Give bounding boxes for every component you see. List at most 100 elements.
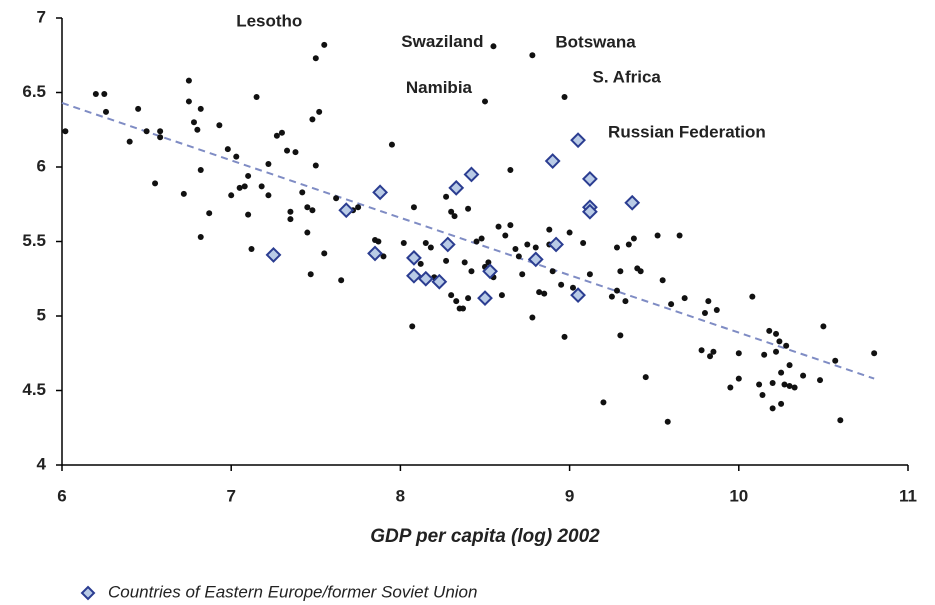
point — [312, 162, 319, 169]
point — [664, 418, 671, 425]
point — [710, 348, 717, 355]
point — [185, 77, 192, 84]
point — [185, 98, 192, 105]
point — [304, 229, 311, 236]
point — [529, 314, 536, 321]
point — [321, 250, 328, 257]
point — [617, 268, 624, 275]
point — [761, 351, 768, 358]
point — [284, 147, 291, 154]
point — [338, 277, 345, 284]
point — [566, 229, 573, 236]
point — [586, 271, 593, 278]
point — [101, 90, 108, 97]
diamond-point — [406, 249, 422, 266]
point — [791, 384, 798, 391]
diamond-point — [448, 179, 465, 196]
diamond-point — [431, 273, 448, 290]
y-tick-label: 5 — [37, 305, 46, 324]
trendline — [61, 101, 875, 380]
point — [800, 372, 807, 379]
point — [307, 271, 314, 278]
point — [400, 239, 407, 246]
point — [451, 213, 458, 220]
point — [495, 223, 502, 230]
point — [233, 153, 240, 160]
y-tick-label: 4 — [37, 454, 47, 473]
point — [287, 216, 294, 223]
y-tick-label: 4.5 — [22, 380, 46, 399]
point — [707, 353, 714, 360]
point — [778, 369, 785, 376]
point — [197, 166, 204, 173]
x-tick-label: 7 — [226, 486, 235, 505]
point — [409, 323, 416, 330]
point — [152, 180, 159, 187]
point — [524, 241, 531, 248]
point — [228, 192, 235, 199]
diamond-point — [544, 153, 561, 169]
point — [529, 52, 536, 59]
point — [265, 161, 272, 168]
point — [417, 260, 424, 267]
y-tick-label: 7 — [37, 7, 46, 26]
point — [245, 211, 252, 218]
point — [490, 43, 497, 50]
point — [786, 383, 793, 390]
point — [278, 129, 285, 136]
point — [241, 183, 248, 190]
point — [312, 55, 319, 62]
point — [698, 347, 705, 354]
point — [461, 259, 468, 266]
y-tick-label: 6 — [37, 156, 46, 175]
point — [541, 290, 548, 297]
point — [561, 93, 568, 100]
point — [190, 119, 197, 126]
annotation: Lesotho — [236, 11, 302, 30]
point — [642, 374, 649, 381]
diamond-point — [417, 270, 434, 287]
point — [622, 298, 629, 305]
point — [180, 190, 187, 197]
y-tick-label: 6.5 — [22, 82, 46, 101]
point — [333, 195, 340, 202]
point — [713, 307, 720, 314]
point — [561, 333, 568, 340]
point — [617, 332, 624, 339]
point — [781, 381, 788, 388]
diamond-point — [548, 236, 564, 253]
diamond-point — [570, 132, 586, 149]
point — [157, 128, 164, 135]
annotation: Namibia — [406, 78, 473, 97]
point — [224, 146, 231, 153]
diamond-point — [624, 194, 641, 211]
point — [375, 238, 382, 245]
point — [659, 277, 666, 284]
point — [304, 204, 311, 211]
point — [769, 380, 776, 387]
point — [248, 245, 255, 252]
point — [443, 257, 450, 264]
point — [388, 141, 395, 148]
diamond-point — [406, 267, 422, 284]
point — [546, 226, 553, 233]
point — [258, 183, 265, 190]
x-tick-label: 8 — [396, 486, 405, 505]
point — [143, 128, 150, 135]
point — [197, 105, 204, 112]
point — [355, 204, 362, 211]
point — [135, 105, 142, 112]
point — [478, 235, 485, 242]
diamond-point — [581, 203, 598, 220]
point — [783, 342, 790, 349]
point — [735, 375, 742, 382]
point — [705, 298, 712, 305]
point — [654, 232, 661, 239]
point — [102, 108, 109, 115]
point — [502, 232, 509, 239]
point — [126, 138, 133, 145]
legend-marker — [80, 585, 96, 601]
point — [625, 241, 632, 248]
point — [727, 384, 734, 391]
